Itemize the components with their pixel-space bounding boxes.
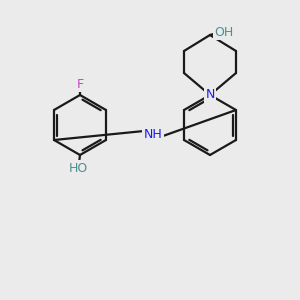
Text: HO: HO (68, 161, 88, 175)
Text: F: F (76, 77, 84, 91)
Text: N: N (205, 88, 215, 101)
Text: NH: NH (144, 128, 162, 142)
Text: OH: OH (214, 26, 234, 38)
